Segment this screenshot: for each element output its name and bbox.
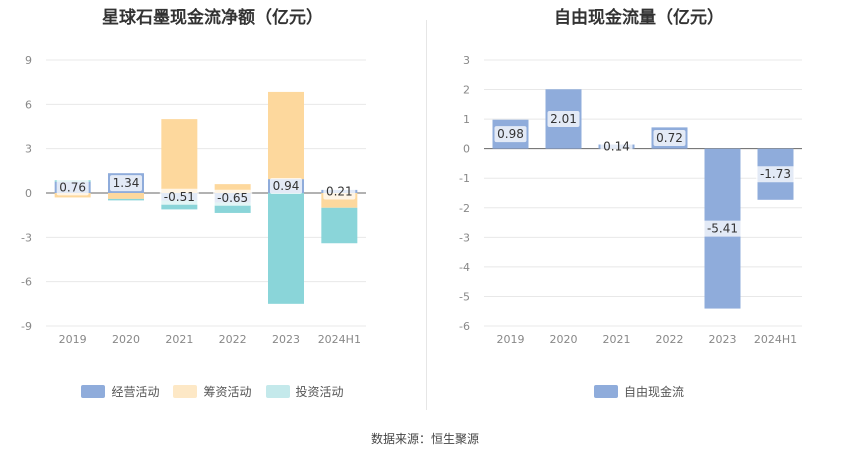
data-label-bg xyxy=(110,175,142,192)
bar-2-2022 xyxy=(214,184,251,193)
data-label-bg xyxy=(653,130,686,147)
y-tick-label: 3 xyxy=(463,54,470,67)
data-label-bg xyxy=(494,126,527,143)
y-tick-label: -2 xyxy=(459,202,470,215)
data-label: 0.21 xyxy=(326,184,353,198)
data-label-bg xyxy=(270,178,302,195)
data-label-bg xyxy=(56,179,89,196)
data-label: -0.51 xyxy=(164,190,195,204)
legend-swatch-operating xyxy=(81,385,106,398)
legend-label-free-cash-flow: 自由现金流 xyxy=(623,385,684,399)
y-tick-label: 0 xyxy=(463,143,470,156)
data-label: 0.14 xyxy=(603,140,630,154)
data-label-bg xyxy=(703,220,742,237)
left-chart-legend: 经营活动 筹资活动 投资活动 xyxy=(0,383,425,400)
legend-swatch-free-cash-flow xyxy=(593,385,618,398)
y-tick-label: -6 xyxy=(459,320,470,333)
y-tick-label: 9 xyxy=(25,54,32,67)
legend-label-financing: 筹资活动 xyxy=(203,385,252,399)
data-label: 0.72 xyxy=(656,131,683,145)
data-label-bg xyxy=(159,188,199,205)
data-label-bg xyxy=(547,110,580,127)
left-chart-svg: 9 6 3 0 -3 -6 -9 2019 2020 2021 2022 2023 2024H1 0.76… xyxy=(21,54,366,346)
legend-item-free-cash-flow[interactable]: 自由现金流 xyxy=(593,383,684,400)
data-label: -0.65 xyxy=(217,191,248,205)
bar-2-2023 xyxy=(268,91,304,180)
data-label-bg xyxy=(213,189,253,206)
right-chart-legend: 自由现金流 xyxy=(428,383,850,400)
x-tick-label: 2024H1 xyxy=(754,333,797,346)
legend-item-operating[interactable]: 经营活动 xyxy=(81,383,159,400)
x-tick-label: 2021 xyxy=(603,333,631,346)
data-label: 2.01 xyxy=(550,112,577,126)
legend-swatch-financing xyxy=(173,385,198,398)
x-tick-label: 2020 xyxy=(112,333,140,346)
y-tick-label: -9 xyxy=(21,320,32,333)
legend-label-operating: 经营活动 xyxy=(111,385,160,399)
legend-label-investing: 投资活动 xyxy=(295,385,344,399)
bar-3-2021 xyxy=(161,200,198,210)
bar-2-2021 xyxy=(161,119,198,193)
y-tick-label: -6 xyxy=(21,276,32,289)
right-chart-panel: 自由现金流量（亿元） 3 2 1 0 -1 -2 -3 -4 -5 -6 2019 2020 2021 2… xyxy=(428,0,850,420)
x-tick-label: 2021 xyxy=(165,333,193,346)
y-tick-label: -1 xyxy=(459,172,470,185)
left-chart-title: 星球石墨现金流净额（亿元） xyxy=(102,8,323,28)
legend-item-financing[interactable]: 筹资活动 xyxy=(173,383,252,400)
bar-3-2024H1 xyxy=(321,207,358,244)
x-tick-label: 2020 xyxy=(550,333,578,346)
data-label: 0.98 xyxy=(497,127,524,141)
data-label: -5.41 xyxy=(707,222,738,236)
data-label: 0.94 xyxy=(273,179,300,193)
data-label: 1.34 xyxy=(113,176,140,190)
bar-2-2020 xyxy=(108,193,144,199)
data-label-bg xyxy=(600,138,633,155)
x-tick-label: 2022 xyxy=(656,333,684,346)
y-tick-label: 0 xyxy=(25,187,32,200)
bar-3-2022 xyxy=(214,202,251,213)
panel-divider xyxy=(426,20,427,410)
data-label-bg xyxy=(323,183,356,200)
bar-3-2020 xyxy=(108,198,144,201)
y-tick-label: 6 xyxy=(25,98,32,111)
y-tick-label: 3 xyxy=(25,143,32,156)
x-tick-label: 2023 xyxy=(709,333,737,346)
right-chart-title: 自由现金流量（亿元） xyxy=(554,8,724,28)
y-tick-label: -5 xyxy=(459,290,470,303)
y-tick-label: -4 xyxy=(459,261,470,274)
right-chart-svg: 3 2 1 0 -1 -2 -3 -4 -5 -6 2019 2020 2021 2022 2023 2024… xyxy=(459,54,802,346)
x-tick-label: 2019 xyxy=(59,333,87,346)
legend-swatch-investing xyxy=(265,385,290,398)
y-tick-label: -3 xyxy=(21,231,32,244)
data-source-note: 数据来源：恒生聚源 xyxy=(370,432,479,446)
x-tick-label: 2022 xyxy=(219,333,247,346)
y-tick-label: -3 xyxy=(459,231,470,244)
left-chart-panel: 星球石墨现金流净额（亿元） 9 6 3 0 -3 -6 -9 2019 2020 2021 2022… xyxy=(0,0,425,420)
x-tick-label: 2024H1 xyxy=(318,333,361,346)
data-label: -1.73 xyxy=(760,167,791,181)
data-label: 0.76 xyxy=(59,180,86,194)
y-tick-label: 1 xyxy=(463,113,470,126)
bar-3-2023 xyxy=(268,193,304,304)
legend-item-investing[interactable]: 投资活动 xyxy=(265,383,344,400)
x-tick-label: 2019 xyxy=(497,333,525,346)
x-tick-label: 2023 xyxy=(272,333,300,346)
data-label-bg xyxy=(756,166,795,183)
y-tick-label: 2 xyxy=(463,84,470,97)
